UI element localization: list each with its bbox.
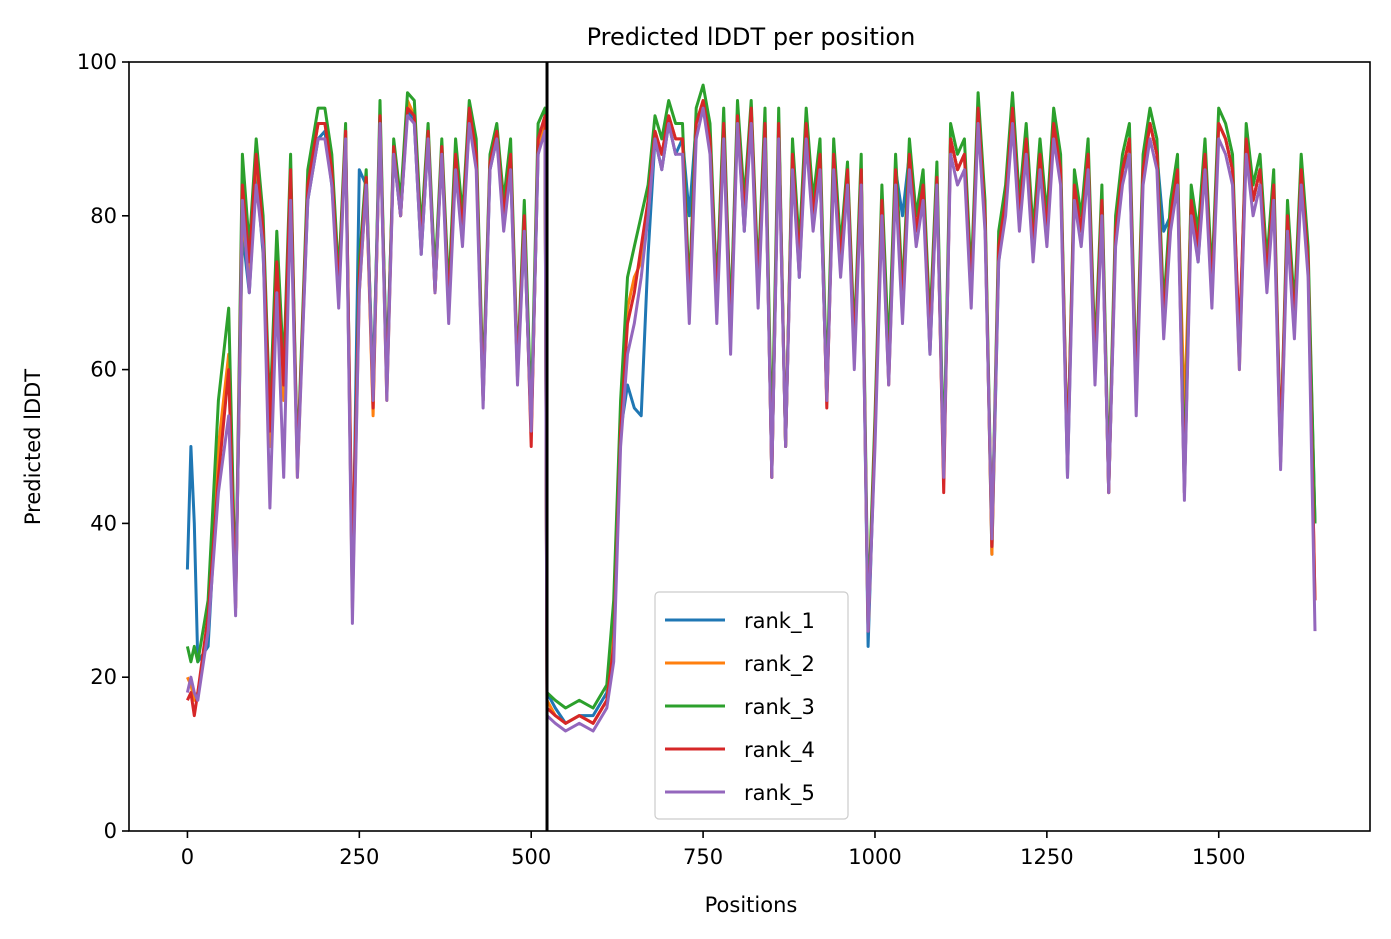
y-tick-label: 80 [90, 204, 117, 228]
plot-area [128, 61, 1371, 832]
series-layer [185, 83, 1317, 733]
legend-label-rank_5: rank_5 [744, 781, 815, 806]
legend-label-rank_1: rank_1 [744, 609, 815, 634]
y-axis-label: Predicted lDDT [21, 369, 45, 525]
y-tick-label: 40 [90, 511, 117, 535]
chart-title: Predicted lDDT per position [587, 23, 916, 51]
x-axis-ticks: 0 250 500 750 1000 1250 1500 [181, 831, 1245, 869]
legend: rank_1 rank_2 rank_3 rank_4 rank_5 [654, 591, 849, 820]
x-tick-label: 1500 [1192, 845, 1245, 869]
legend-label-rank_2: rank_2 [744, 652, 815, 677]
y-tick-label: 20 [90, 665, 117, 689]
axes-frame [128, 61, 1371, 832]
legend-label-rank_4: rank_4 [744, 738, 815, 763]
series-line-rank_5 [185, 106, 1317, 733]
y-tick-label: 60 [90, 358, 117, 382]
x-tick-label: 0 [181, 845, 194, 869]
legend-label-rank_3: rank_3 [744, 695, 815, 720]
y-axis-ticks: 0 20 40 60 80 100 [77, 50, 129, 843]
x-tick-label: 250 [339, 845, 379, 869]
x-axis-label: Positions [705, 893, 798, 917]
legend-box [654, 591, 849, 820]
y-tick-label: 0 [104, 819, 117, 843]
x-tick-label: 750 [683, 845, 723, 869]
x-tick-label: 500 [511, 845, 551, 869]
x-tick-label: 1000 [848, 845, 901, 869]
y-tick-label: 100 [77, 50, 117, 74]
x-tick-label: 1250 [1020, 845, 1073, 869]
